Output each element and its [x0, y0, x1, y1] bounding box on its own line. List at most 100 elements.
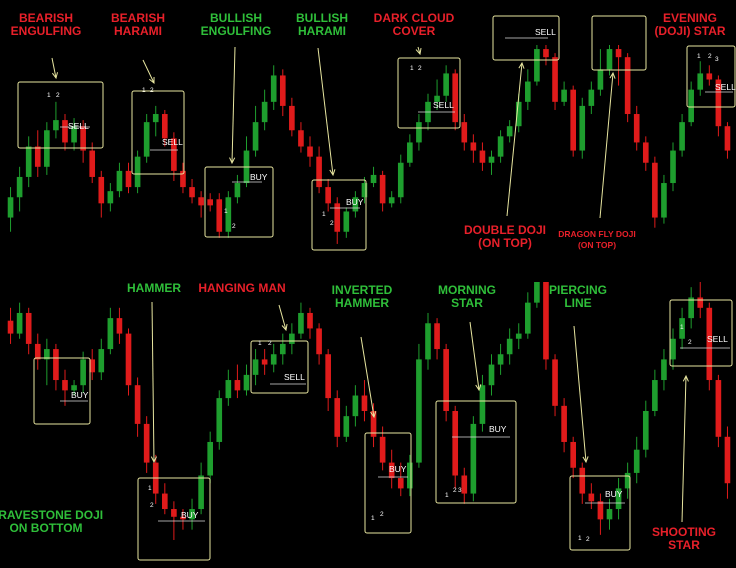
- candle: [352, 191, 359, 218]
- candle: [98, 170, 105, 218]
- pattern-inverted-hammer-arrow: [360, 336, 375, 418]
- candle-body: [307, 312, 313, 329]
- pattern-bearish-engulfing-title: ENGULFING: [11, 24, 82, 38]
- candle-body: [125, 170, 132, 188]
- candle: [307, 136, 313, 167]
- candle: [352, 385, 359, 427]
- candle-body: [279, 343, 286, 355]
- pattern-dark-cloud-cover-box: [397, 57, 461, 129]
- candle: [715, 75, 722, 137]
- candle-body: [688, 297, 694, 319]
- candle: [80, 351, 86, 393]
- pattern-bearish-harami-title: BEARISH: [111, 11, 165, 25]
- candle-body: [407, 462, 413, 489]
- candle-body: [143, 423, 150, 463]
- candle-body: [379, 436, 386, 463]
- candle-body: [624, 472, 631, 489]
- candle-body: [361, 183, 368, 198]
- candle: [661, 349, 667, 391]
- candle: [44, 122, 50, 175]
- candle-body: [25, 312, 32, 344]
- pattern-inverted-hammer-title: HAMMER: [335, 296, 389, 310]
- candle-body: [289, 333, 295, 344]
- candle-body: [416, 122, 422, 143]
- pattern-hanging-man-candle-number: 1: [258, 340, 262, 347]
- pattern-evening-doji-star-candle-number: 2: [708, 53, 712, 60]
- pattern-bearish-harami-arrowhead: [149, 76, 155, 85]
- candle: [143, 416, 150, 473]
- pattern-morning-star-arrowhead: [475, 384, 482, 392]
- pattern-dragon-fly-doji-on-top-arrow: [599, 72, 614, 219]
- pattern-inverted-hammer-signal: BUY: [389, 464, 407, 474]
- pattern-evening-doji-star-box: [686, 45, 736, 108]
- candle: [252, 105, 259, 157]
- candle-body: [434, 95, 440, 102]
- candle: [143, 114, 150, 163]
- candle-body: [679, 318, 685, 339]
- candle: [524, 69, 531, 110]
- candle-body: [642, 142, 649, 163]
- candle-body: [25, 146, 32, 177]
- pattern-bearish-engulfing-arrow: [51, 57, 57, 79]
- pattern-hanging-man-candle-number: 2: [268, 340, 272, 347]
- candle-body: [216, 199, 223, 232]
- candle: [506, 120, 513, 143]
- candle: [461, 467, 468, 504]
- candle-body: [44, 349, 50, 360]
- pattern-hanging-man-box: [250, 340, 309, 394]
- candle: [71, 118, 77, 151]
- pattern-shooting-star-title: STAR: [668, 538, 700, 552]
- candle: [642, 400, 649, 458]
- candle: [207, 431, 214, 484]
- candle: [161, 483, 168, 515]
- candle: [606, 498, 613, 530]
- candle: [588, 81, 595, 115]
- pattern-dark-cloud-cover-signal: SELL: [433, 100, 454, 110]
- candle-body: [407, 142, 413, 163]
- candle-body: [261, 101, 268, 123]
- candle: [452, 405, 459, 489]
- candle-body: [552, 57, 558, 102]
- candle-body: [107, 191, 114, 204]
- candle-body: [706, 73, 713, 80]
- pattern-bearish-harami-title: HARAMI: [114, 24, 162, 38]
- pattern-inverted-hammer-box: [364, 432, 412, 534]
- candle-body: [670, 338, 676, 360]
- candle-body: [543, 49, 549, 58]
- candle: [552, 354, 558, 417]
- candle-body: [570, 441, 577, 468]
- candle: [189, 178, 195, 204]
- candle-body: [89, 359, 96, 373]
- candle: [597, 49, 604, 96]
- pattern-dark-cloud-cover-candle-number: 1: [410, 65, 414, 72]
- pattern-evening-doji-star-title: EVENING: [663, 11, 717, 25]
- candle-body: [706, 307, 713, 381]
- candle-body: [98, 349, 105, 373]
- candle: [370, 403, 377, 448]
- candle: [561, 398, 567, 453]
- candle-body: [579, 105, 586, 151]
- pattern-dark-cloud-cover-title: DARK CLOUD: [374, 11, 455, 25]
- candle-body: [34, 343, 41, 360]
- candle: [379, 170, 386, 212]
- pattern-inverted-hammer-candle-number: 2: [380, 511, 384, 518]
- candle-body: [388, 197, 395, 204]
- candle-body: [98, 176, 105, 204]
- pattern-double-doji-on-top-arrowhead: [518, 61, 525, 69]
- candle-body: [370, 411, 377, 437]
- candle: [225, 369, 232, 406]
- candle: [25, 307, 32, 355]
- candle: [334, 197, 341, 244]
- pattern-morning-star-title: MORNING: [438, 283, 496, 297]
- pattern-bearish-engulfing-title: BEARISH: [19, 11, 73, 25]
- candle: [25, 136, 32, 188]
- pattern-bearish-harami-box: [131, 90, 185, 175]
- candle-body: [724, 126, 731, 151]
- candle-body: [443, 349, 449, 411]
- pattern-bullish-harami-candle-number: 1: [322, 211, 326, 218]
- candle: [561, 81, 567, 106]
- pattern-morning-star-signal: BUY: [489, 424, 507, 434]
- candle: [180, 509, 186, 530]
- candle-body: [216, 398, 223, 442]
- candle: [724, 122, 731, 159]
